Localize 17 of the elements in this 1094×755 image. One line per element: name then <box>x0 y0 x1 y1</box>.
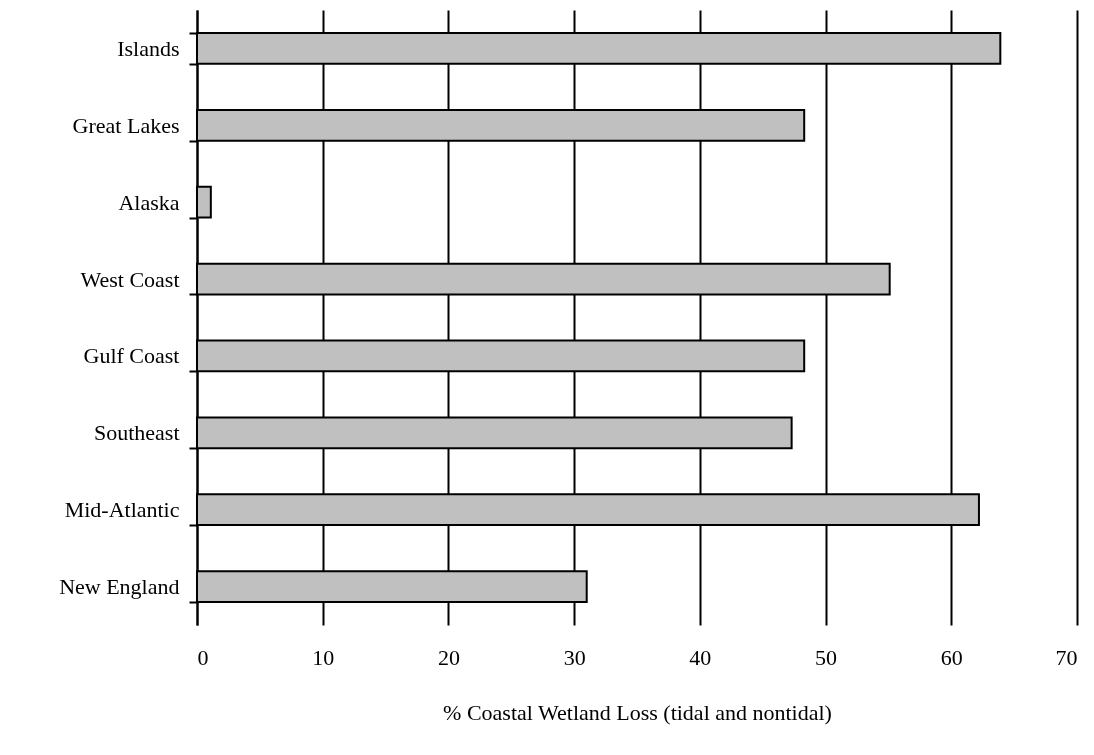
y-tick-label: West Coast <box>80 266 180 292</box>
x-tick-label: 40 <box>689 644 712 670</box>
x-tick-label: 60 <box>940 644 963 670</box>
x-tick-label: 30 <box>563 644 586 670</box>
y-tick-label: Great Lakes <box>72 112 180 138</box>
x-tick-label: 50 <box>815 644 838 670</box>
y-tick-label: New England <box>59 574 180 600</box>
y-tick-label: Alaska <box>118 189 180 215</box>
x-axis-title: % Coastal Wetland Loss (tidal and nontidal) <box>443 699 832 725</box>
x-tick-label: 20 <box>437 644 460 670</box>
y-tick-label: Islands <box>117 35 180 61</box>
y-tick-label: Gulf Coast <box>83 343 180 369</box>
x-tick-label: 10 <box>312 644 335 670</box>
y-tick-label: Mid-Atlantic <box>64 497 180 523</box>
x-tick-label: 70 <box>1055 644 1078 670</box>
y-tick-label: Southeast <box>93 420 180 446</box>
x-tick-label: 0 <box>197 644 209 670</box>
